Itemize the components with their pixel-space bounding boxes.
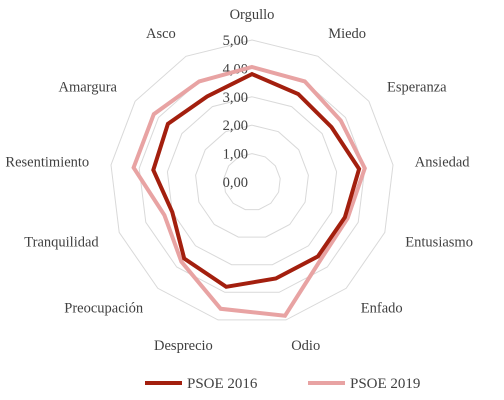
category-labels: Orgullo Miedo Esperanza Ansiedad Entusiasmo E…	[5, 7, 473, 354]
grid-ring-1	[223, 153, 281, 211]
series-layer	[131, 64, 367, 318]
tick-label: 0,00	[223, 175, 248, 191]
grid-ring-3	[166, 96, 338, 266]
category-label: Ansiedad	[415, 155, 471, 171]
grid-ring-2	[195, 124, 309, 238]
category-label: Desprecio	[154, 338, 213, 354]
grid-ring-5	[110, 39, 394, 321]
tick-label: 1,00	[223, 147, 248, 163]
category-label: Tranquilidad	[24, 235, 99, 251]
tick-label: 5,00	[223, 33, 248, 49]
legend-label-psoe-2019: PSOE 2019	[350, 376, 420, 392]
grid-layer	[110, 39, 394, 321]
grid-ring-4	[138, 67, 366, 293]
series-line-psoe-2019	[131, 64, 367, 318]
category-label: Preocupación	[64, 301, 144, 317]
category-label: Odio	[291, 338, 320, 354]
category-label: Esperanza	[387, 80, 447, 96]
category-label: Resentimiento	[5, 155, 89, 171]
category-label: Miedo	[328, 26, 366, 42]
series-line-psoe-2016	[151, 71, 362, 289]
category-label: Entusiasmo	[405, 235, 473, 251]
legend: PSOE 2016 PSOE 2019	[145, 376, 420, 392]
category-label: Amargura	[58, 80, 117, 96]
category-label: Asco	[146, 26, 176, 42]
legend-label-psoe-2016: PSOE 2016	[187, 376, 258, 392]
category-label: Enfado	[361, 301, 403, 317]
category-label: Orgullo	[230, 7, 275, 23]
tick-label: 3,00	[223, 90, 248, 106]
tick-labels: 0,001,002,003,004,005,00	[223, 33, 248, 191]
tick-label: 2,00	[223, 118, 248, 134]
